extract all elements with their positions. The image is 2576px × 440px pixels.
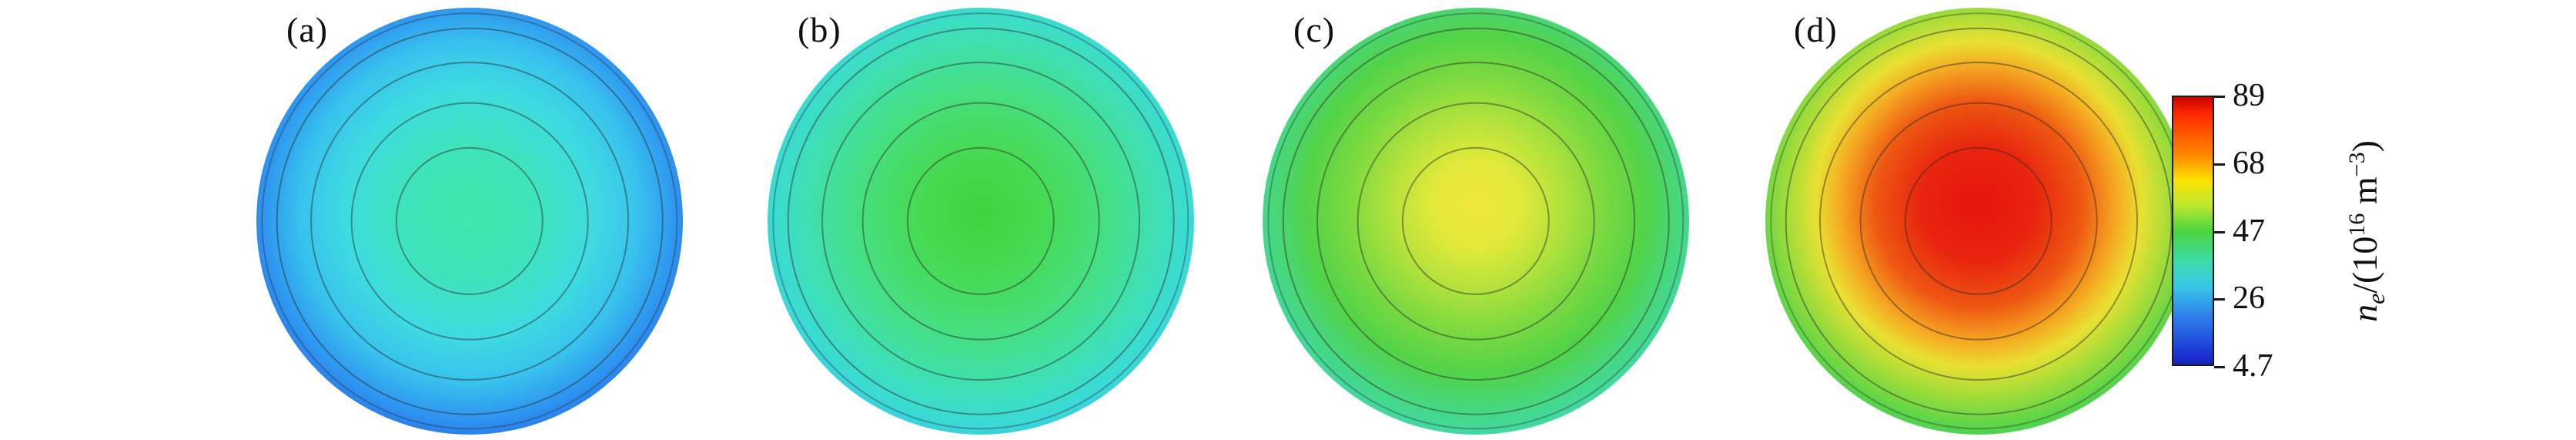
colorbar-tick-label: 4.7 — [2233, 348, 2273, 384]
colorbar-tick-mark — [2214, 298, 2225, 301]
axis-label-exponent: 16 — [2344, 213, 2370, 237]
density-map-d — [1765, 8, 2192, 435]
panel-label-d: (d) — [1794, 10, 1838, 49]
contour-ring — [1770, 12, 2187, 430]
density-map-c — [1263, 8, 1689, 435]
contour-ring — [772, 12, 1189, 430]
axis-label-variable: n — [2345, 304, 2384, 322]
density-map-b — [768, 8, 1194, 435]
colorbar-tick-mark — [2214, 163, 2225, 166]
panel-label-b: (b) — [798, 10, 841, 49]
axis-label-unit-exponent: −3 — [2344, 152, 2370, 177]
axis-label-divider: /(10 — [2345, 236, 2384, 294]
colorbar-gradient — [2172, 96, 2214, 366]
colorbar-tick-label: 68 — [2233, 146, 2265, 181]
panel-label-c: (c) — [1293, 10, 1336, 49]
colorbar-tick-label: 47 — [2233, 213, 2265, 249]
panel-label-a: (a) — [286, 10, 329, 49]
colorbar-tick-mark — [2214, 231, 2225, 233]
colorbar-tick-label: 26 — [2233, 280, 2265, 316]
colorbar-tick-mark — [2214, 366, 2225, 368]
axis-label-close-paren: ) — [2345, 140, 2384, 153]
density-map-a — [256, 8, 683, 435]
contour-ring — [1267, 12, 1684, 430]
colorbar-tick-label: 89 — [2233, 78, 2265, 113]
contour-ring — [261, 12, 678, 430]
axis-label-subscript: e — [2362, 293, 2390, 304]
colorbar-axis-label: ne/(1016 m−3) — [2344, 140, 2390, 322]
colorbar-tick-mark — [2214, 96, 2225, 98]
axis-label-unit: m — [2345, 176, 2384, 213]
